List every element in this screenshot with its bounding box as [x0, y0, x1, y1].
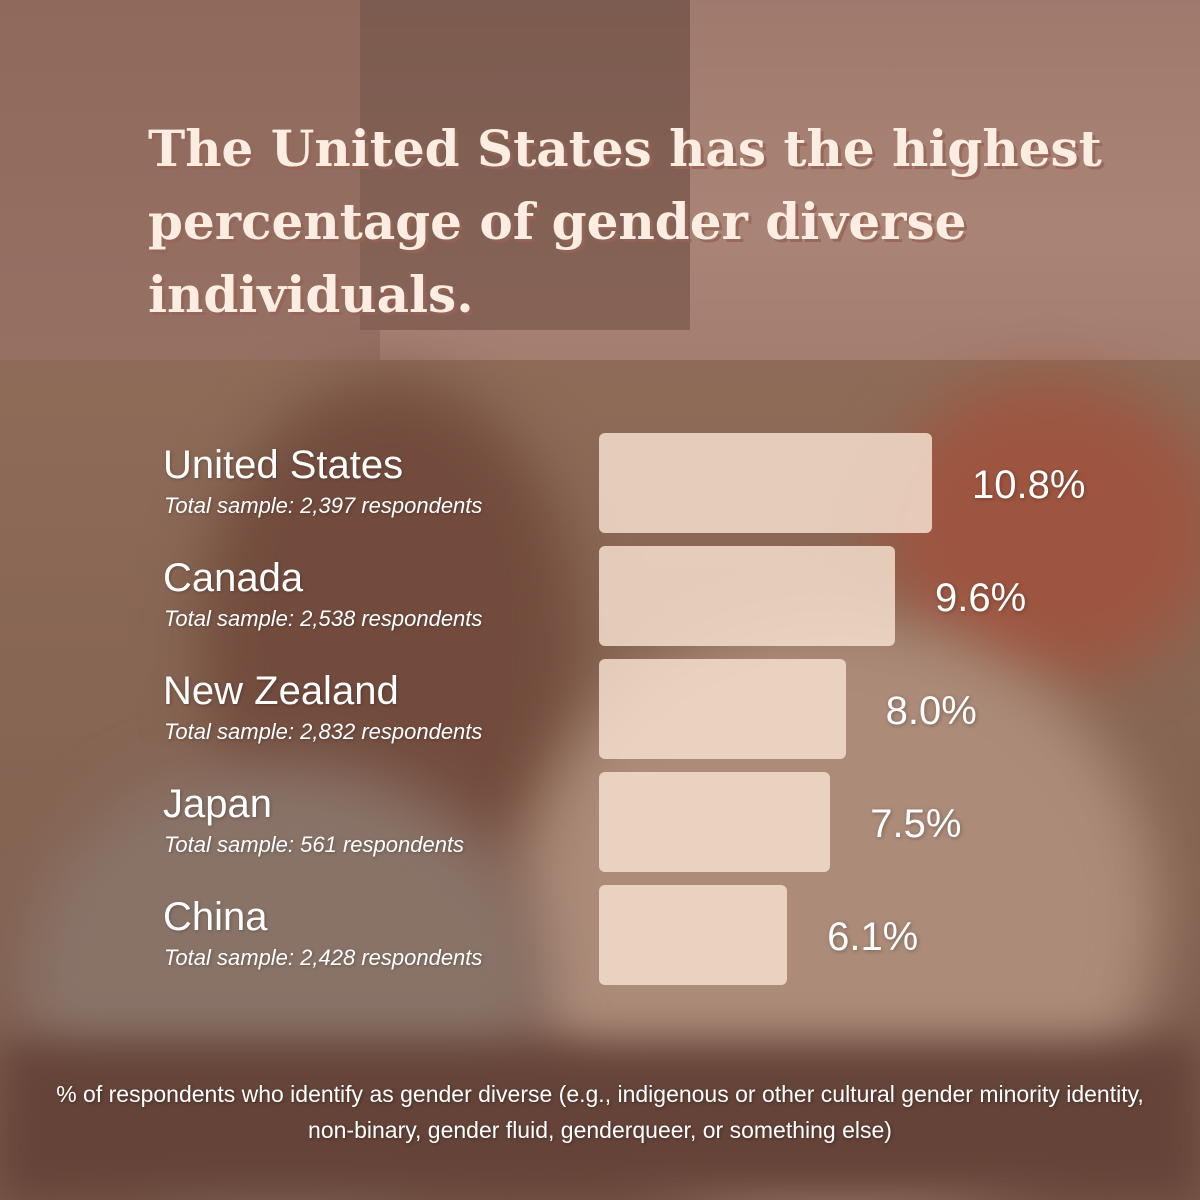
- background-building-left: [0, 0, 380, 380]
- chart-footnote: % of respondents who identify as gender …: [56, 1081, 1144, 1143]
- category-label: Japan: [163, 782, 272, 826]
- bar: [599, 433, 932, 533]
- sample-size-label: Total sample: 561 respondents: [164, 832, 465, 857]
- category-label: United States: [163, 443, 404, 487]
- background-shadow: [0, 1040, 1200, 1200]
- category-label: China: [163, 895, 268, 939]
- sample-size-label: Total sample: 2,397 respondents: [164, 493, 483, 518]
- chart-title: The United States has the highest percen…: [148, 119, 1102, 324]
- value-label: 6.1%: [827, 915, 919, 959]
- category-label: Canada: [163, 556, 304, 600]
- value-label: 9.6%: [935, 576, 1027, 620]
- category-label: New Zealand: [163, 669, 399, 713]
- sample-size-label: Total sample: 2,832 respondents: [164, 719, 483, 744]
- bar: [599, 772, 831, 872]
- bar: [599, 885, 788, 985]
- bar: [599, 546, 895, 646]
- background-person-red-shirt: [880, 380, 1200, 680]
- sample-size-label: Total sample: 2,538 respondents: [164, 606, 483, 631]
- value-label: 7.5%: [870, 802, 962, 846]
- sample-size-label: Total sample: 2,428 respondents: [164, 945, 483, 970]
- value-label: 10.8%: [972, 463, 1086, 507]
- bar: [599, 659, 846, 759]
- value-label: 8.0%: [885, 689, 977, 733]
- background-building: [360, 0, 690, 330]
